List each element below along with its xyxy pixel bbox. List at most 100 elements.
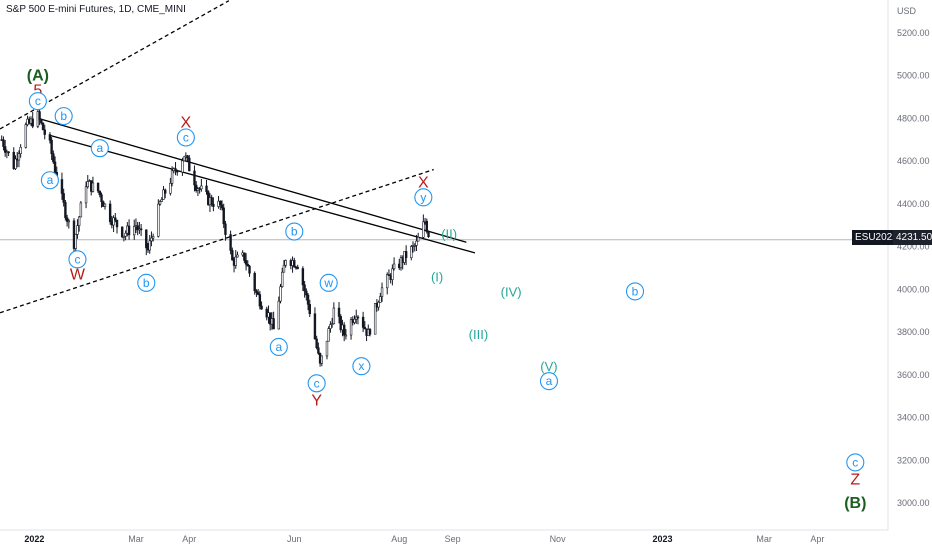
channel-line-dashed[interactable]: [0, 0, 230, 130]
candle-body: [260, 305, 263, 310]
trendline[interactable]: [37, 117, 467, 243]
candle-body: [127, 225, 131, 236]
candle-body: [181, 160, 184, 173]
wave-label[interactable]: y: [420, 190, 426, 204]
wave-label[interactable]: (II): [441, 227, 457, 242]
time-tick-label: Mar: [128, 534, 144, 544]
candle-body: [277, 300, 280, 330]
time-tick-label: Aug: [391, 534, 407, 544]
wave-label[interactable]: b: [143, 276, 150, 290]
wave-label[interactable]: c: [852, 455, 858, 469]
wave-label[interactable]: X: [181, 115, 192, 132]
candle-body: [108, 203, 112, 222]
candle-body: [115, 219, 119, 228]
candle-body: [169, 183, 172, 194]
candle-body: [31, 118, 34, 127]
candle-body: [174, 168, 177, 172]
candle-body: [296, 266, 299, 269]
wave-label[interactable]: (B): [844, 495, 866, 512]
wave-label[interactable]: c: [314, 376, 320, 390]
symbol-title[interactable]: S&P 500 E-mini Futures, 1D, CME_MINI: [6, 4, 186, 15]
candle-body: [53, 161, 57, 173]
wave-label-circle: [269, 337, 288, 357]
wave-label-circle: [319, 273, 338, 292]
candle-body: [103, 203, 107, 207]
last-price-tag: 4231.50: [893, 230, 932, 245]
candle-body: [301, 268, 305, 286]
time-tick-label: 2023: [653, 534, 673, 544]
wave-label[interactable]: a: [275, 340, 282, 354]
candle-body: [98, 190, 102, 196]
trendline[interactable]: [49, 134, 476, 254]
wave-label[interactable]: a: [96, 141, 103, 155]
candle-body: [410, 246, 413, 259]
wave-label-circle: [40, 171, 59, 190]
wave-label[interactable]: c: [35, 94, 41, 108]
wave-label[interactable]: b: [632, 284, 639, 298]
candle-body: [64, 202, 67, 219]
candle-body: [182, 156, 186, 162]
wave-label[interactable]: (III): [469, 327, 489, 342]
wave-label[interactable]: (I): [431, 269, 443, 284]
candle-body: [281, 271, 284, 287]
candle-body: [415, 240, 418, 246]
candle-body: [293, 260, 296, 268]
price-tick-label: 5000.00: [897, 71, 930, 81]
candle-body: [308, 304, 311, 315]
candle-body: [313, 313, 317, 340]
candle-body: [14, 158, 17, 169]
candle-body: [391, 268, 394, 280]
wave-label[interactable]: w: [323, 276, 333, 290]
candle-body: [41, 122, 45, 131]
wave-label[interactable]: (IV): [501, 284, 522, 299]
candle-body: [86, 181, 89, 188]
candle-body: [112, 217, 115, 226]
candle-body: [186, 155, 189, 159]
candle-body: [305, 290, 308, 296]
wave-label-circle: [137, 273, 156, 292]
candle-body: [222, 207, 225, 225]
time-tick-label: Apr: [810, 534, 824, 544]
candle-body: [122, 235, 126, 238]
price-tick-label: 4000.00: [897, 284, 930, 294]
channel-line-dashed[interactable]: [0, 168, 434, 314]
candle-body: [151, 236, 155, 239]
candle-body: [193, 170, 196, 186]
wave-label[interactable]: (V): [540, 359, 557, 374]
candle-body: [62, 193, 65, 203]
price-tick-label: 3800.00: [897, 327, 930, 337]
candle-body: [120, 226, 124, 238]
wave-label-circle: [539, 372, 559, 391]
candle-body: [234, 256, 237, 266]
price-axis[interactable]: 5200.00 5000.00 4800.00 4600.00 4400.00 4200.…: [887, 0, 930, 530]
wave-label[interactable]: b: [60, 109, 67, 123]
wave-label[interactable]: a: [546, 374, 553, 388]
wave-label[interactable]: x: [358, 359, 364, 373]
price-tick-label: 4400.00: [897, 199, 930, 209]
candle-body: [427, 231, 430, 238]
candle-body: [84, 186, 88, 204]
wave-label[interactable]: b: [291, 225, 298, 239]
time-tick-label: 2022: [24, 534, 44, 544]
candle-body: [282, 264, 286, 273]
time-axis[interactable]: 2022 Mar Apr Jun Aug Sep Nov 2023 Mar Apr: [0, 529, 888, 544]
candle-body: [248, 265, 251, 274]
candle-body: [422, 221, 425, 238]
wave-label[interactable]: c: [183, 130, 189, 144]
wave-label[interactable]: (A): [27, 68, 49, 85]
candle-body: [60, 179, 64, 194]
wave-label[interactable]: Z: [850, 471, 860, 488]
candle-body: [284, 260, 287, 266]
wave-label[interactable]: a: [47, 173, 54, 187]
wave-label[interactable]: X: [418, 174, 429, 191]
candle-body: [256, 292, 260, 295]
wave-label[interactable]: c: [74, 252, 80, 266]
candle-body: [246, 264, 250, 267]
wave-label[interactable]: 5: [33, 82, 42, 99]
wave-label[interactable]: W: [70, 266, 86, 283]
wave-label[interactable]: Y: [311, 392, 322, 409]
candles: [0, 108, 430, 367]
wave-label-circle: [625, 282, 645, 301]
